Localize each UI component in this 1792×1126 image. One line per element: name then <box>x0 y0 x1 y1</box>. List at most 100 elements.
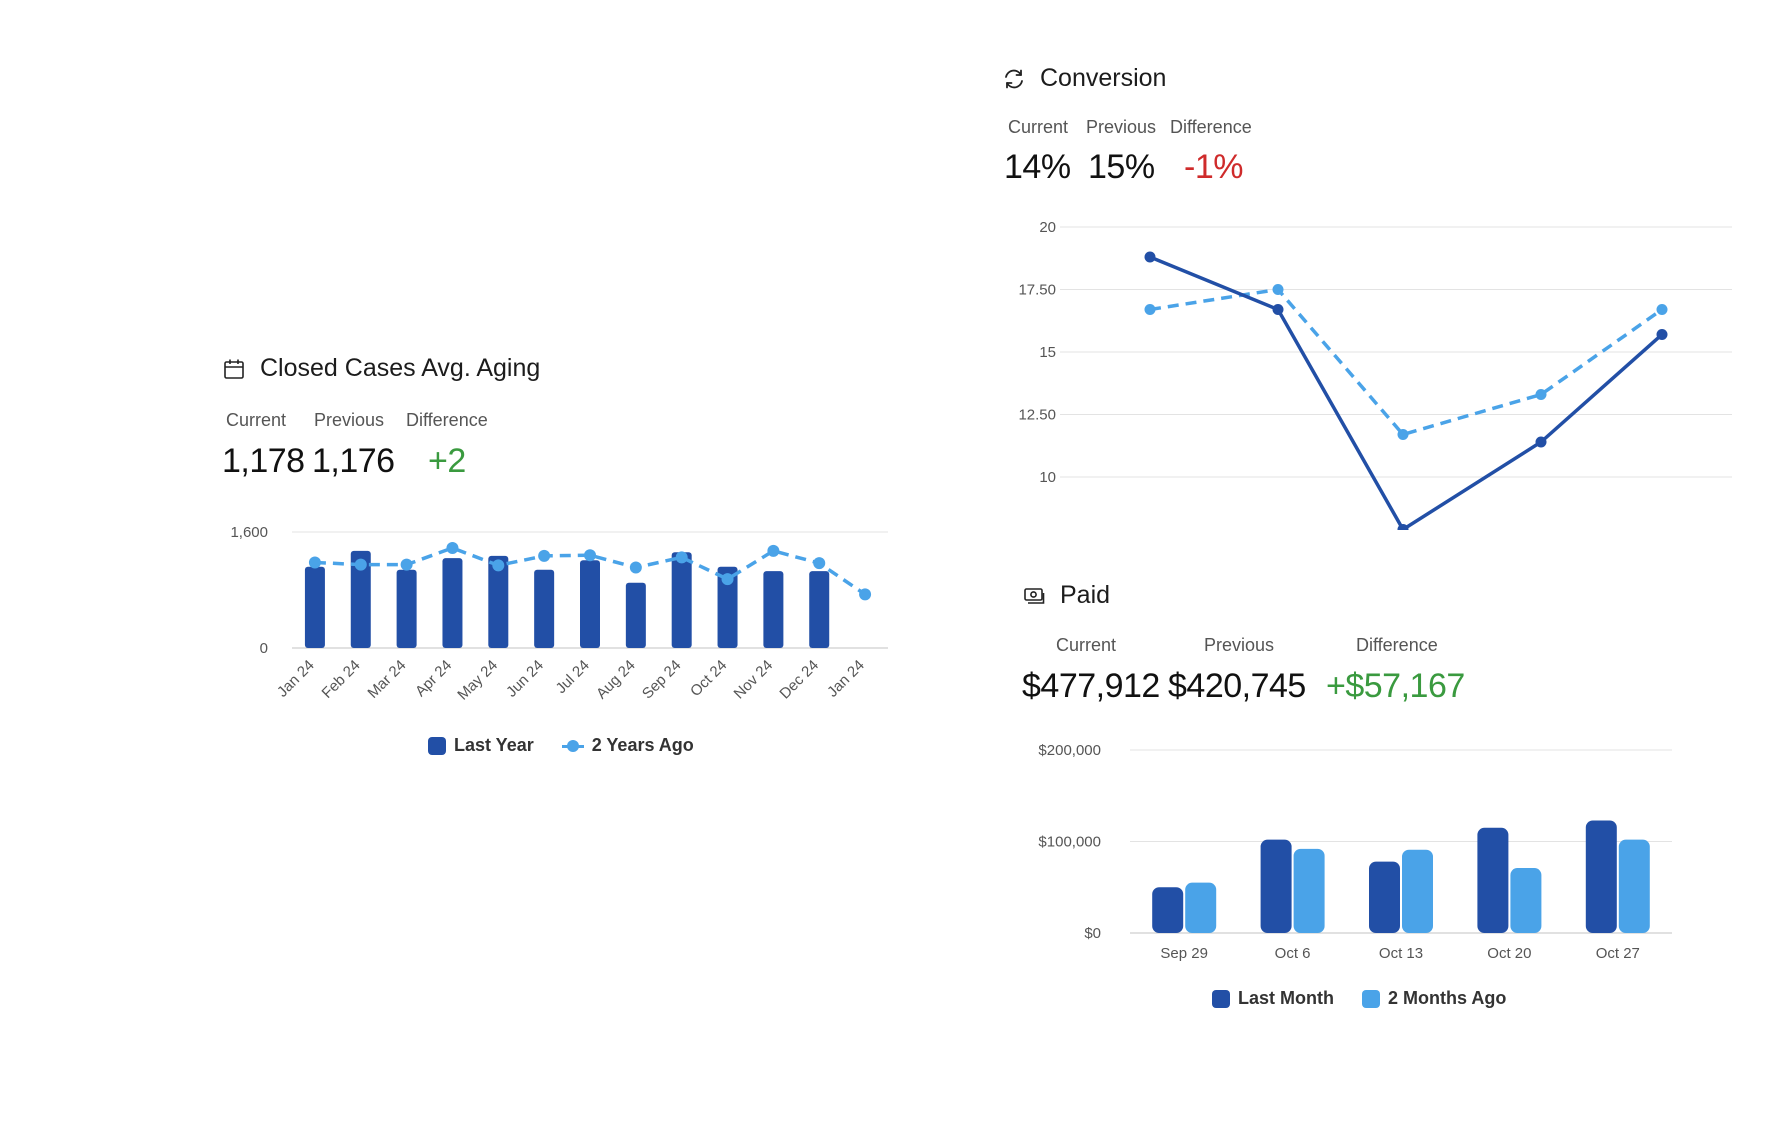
legend-label-last-month: Last Month <box>1238 988 1334 1008</box>
point-2-years-ago-jan-24-0 <box>308 556 321 569</box>
conversion-current-label: Current <box>1008 117 1069 137</box>
conversion-difference-value: -1% <box>1184 148 1243 186</box>
y-tick-label: 12.50 <box>1018 407 1056 424</box>
closed-cases-header: Closed Cases Avg. Aging <box>222 354 540 383</box>
bar-last-year-mar-24-2 <box>396 569 417 648</box>
legend-item-2-years-ago[interactable]: 2 Years Ago <box>561 735 694 756</box>
closed-cases-difference-label: Difference <box>406 410 488 430</box>
closed-cases-title: Closed Cases Avg. Aging <box>260 354 541 382</box>
y-tick-label: 1,600 <box>230 524 268 541</box>
x-tick-label-sep-29: Sep 29 <box>1160 945 1208 962</box>
legend-swatch-last-month <box>1212 989 1230 1008</box>
calendar-icon <box>224 359 244 379</box>
conversion-difference-label: Difference <box>1170 117 1252 137</box>
y-tick-label: $100,000 <box>1038 834 1101 851</box>
legend-item-2-months-ago[interactable]: 2 Months Ago <box>1362 988 1506 1009</box>
bar-last-month-oct-20 <box>1477 827 1509 933</box>
point-previous-2 <box>1397 429 1409 440</box>
bar-last-year-apr-24-3 <box>442 558 463 648</box>
paid-difference-label: Difference <box>1356 635 1438 655</box>
legend-item-last-month[interactable]: Last Month <box>1212 988 1334 1009</box>
paid-current-label: Current <box>1056 635 1117 655</box>
x-tick-label-jul-24: Jul 24 <box>553 657 593 697</box>
point-previous-1 <box>1272 284 1284 295</box>
x-tick-label-jan-24: Jan 24 <box>274 657 318 701</box>
x-tick-label-mar-24: Mar 24 <box>364 657 409 702</box>
point-2-years-ago-oct-24-9 <box>721 573 734 586</box>
point-2-years-ago-jan-24-12 <box>859 588 872 601</box>
bar-last-year-sep-24-8 <box>671 552 692 648</box>
bar-2-months-ago-oct-13 <box>1402 849 1433 933</box>
conversion-plot-area <box>1144 251 1668 530</box>
bar-last-year-jul-24-6 <box>580 560 600 648</box>
bar-2-months-ago-oct-20 <box>1510 868 1542 933</box>
y-tick-label: $200,000 <box>1038 742 1101 759</box>
x-tick-label-oct-13: Oct 13 <box>1379 945 1423 962</box>
paid-difference-value: +$57,167 <box>1326 667 1465 705</box>
conversion-chart: 10 12.50 15 17.50 20 <box>1018 219 1732 530</box>
legend-label-2-years-ago: 2 Years Ago <box>591 735 694 755</box>
point-2-years-ago-jun-24-5 <box>538 549 551 562</box>
bar-last-month-oct-27 <box>1585 820 1617 933</box>
y-tick-label: 10 <box>1039 469 1056 486</box>
point-previous-4 <box>1656 304 1668 315</box>
y-tick-label: 15 <box>1039 344 1056 361</box>
conversion-header: Conversion <box>1002 64 1166 93</box>
closed-cases-previous-label: Previous <box>314 410 385 430</box>
conversion-previous-label: Previous <box>1086 117 1157 137</box>
conversion-current-value: 14% <box>1004 148 1071 186</box>
bar-last-year-aug-24-7 <box>625 582 646 648</box>
line-previous <box>1149 287 1664 437</box>
paid-chart: $0 $100,000 $200,000 Sep 29 Oct 6 Oct 13 Oct 2… <box>1038 742 1672 962</box>
point-current-0 <box>1144 251 1156 263</box>
bar-last-year-may-24-4 <box>488 555 509 648</box>
closed-cases-widget: Closed Cases Avg. Aging Current Previous… <box>222 348 902 768</box>
point-2-years-ago-feb-24-1 <box>354 558 367 571</box>
legend-item-last-year[interactable]: Last Year <box>428 735 534 756</box>
legend-label-2-months-ago: 2 Months Ago <box>1388 988 1507 1008</box>
bar-2-months-ago-oct-27 <box>1618 839 1650 933</box>
point-2-years-ago-aug-24-7 <box>629 561 642 574</box>
conversion-previous-value: 15% <box>1088 148 1155 186</box>
bar-last-year-nov-24-10 <box>763 571 784 648</box>
refresh-icon <box>1005 69 1023 88</box>
bar-last-year-oct-24-9 <box>717 566 738 648</box>
paid-widget: Paid Current Previous Difference $477,91… <box>1022 575 1522 715</box>
closed-cases-legend: Last Year 2 Years Ago <box>428 735 694 756</box>
point-2-years-ago-apr-24-3 <box>446 541 459 554</box>
closed-cases-current-label: Current <box>226 410 287 430</box>
paid-previous-value: $420,745 <box>1168 667 1306 705</box>
legend-swatch-line <box>561 737 584 755</box>
bar-last-month-sep-29 <box>1152 887 1184 933</box>
point-current-1 <box>1272 304 1284 315</box>
conversion-title: Conversion <box>1040 64 1167 92</box>
y-tick-label: 17.50 <box>1018 282 1056 299</box>
point-current-3 <box>1535 436 1547 448</box>
paid-legend: Last Month 2 Months Ago <box>1212 988 1506 1009</box>
bar-last-month-oct-6 <box>1260 839 1292 933</box>
paid-previous-label: Previous <box>1204 635 1275 655</box>
point-previous-0 <box>1144 304 1156 315</box>
legend-swatch-bar <box>428 736 446 755</box>
point-current-2 <box>1397 524 1409 530</box>
bar-2-months-ago-oct-6 <box>1293 848 1325 933</box>
legend-swatch-2-months-ago <box>1362 989 1380 1008</box>
point-2-years-ago-sep-24-8 <box>675 551 688 564</box>
bar-last-year-jan-24-0 <box>304 566 325 648</box>
point-2-years-ago-mar-24-2 <box>400 558 413 571</box>
y-tick-label: 0 <box>260 640 268 657</box>
legend-label-last-year: Last Year <box>454 735 534 755</box>
x-tick-label-jun-24: Jun 24 <box>503 657 547 701</box>
bar-2-months-ago-sep-29 <box>1185 882 1217 933</box>
x-tick-label-feb-24: Feb 24 <box>319 657 364 702</box>
closed-cases-current-value: 1,178 <box>222 442 305 480</box>
x-tick-label-oct-27: Oct 27 <box>1596 945 1640 962</box>
x-tick-label-apr-24: Apr 24 <box>412 657 455 700</box>
bar-last-month-oct-13 <box>1369 861 1400 933</box>
bar-last-year-dec-24-11 <box>809 571 830 648</box>
x-tick-label-nov-24: Nov 24 <box>731 657 777 703</box>
paid-title: Paid <box>1060 581 1111 609</box>
x-tick-label-oct-24: Oct 24 <box>687 657 730 700</box>
point-previous-3 <box>1535 389 1547 400</box>
x-tick-label-aug-24: Aug 24 <box>593 657 639 703</box>
